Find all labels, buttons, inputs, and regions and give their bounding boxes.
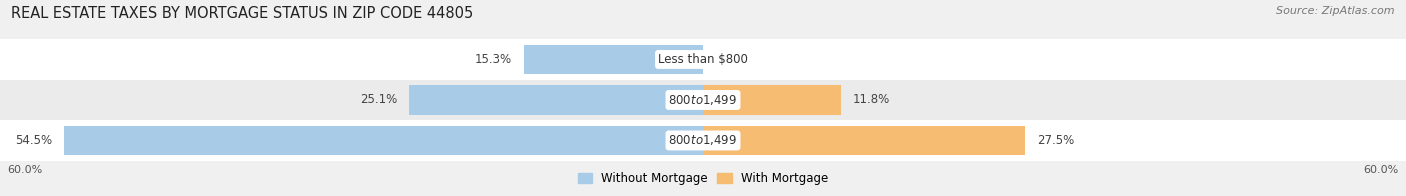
Text: 54.5%: 54.5% [15, 134, 53, 147]
Legend: Without Mortgage, With Mortgage: Without Mortgage, With Mortgage [578, 172, 828, 185]
Bar [703, 85, 841, 114]
Text: 60.0%: 60.0% [7, 164, 42, 175]
Text: 60.0%: 60.0% [1364, 164, 1399, 175]
Bar [0, 80, 1406, 120]
Text: 0.0%: 0.0% [714, 53, 744, 66]
Text: $800 to $1,499: $800 to $1,499 [668, 93, 738, 107]
Bar [409, 85, 703, 114]
Text: 27.5%: 27.5% [1038, 134, 1074, 147]
Bar [0, 120, 1406, 161]
Text: REAL ESTATE TAXES BY MORTGAGE STATUS IN ZIP CODE 44805: REAL ESTATE TAXES BY MORTGAGE STATUS IN … [11, 6, 474, 21]
Text: Source: ZipAtlas.com: Source: ZipAtlas.com [1277, 6, 1395, 16]
Text: 25.1%: 25.1% [360, 93, 398, 106]
Text: 11.8%: 11.8% [853, 93, 890, 106]
Bar [65, 126, 703, 155]
Text: 15.3%: 15.3% [475, 53, 512, 66]
Text: Less than $800: Less than $800 [658, 53, 748, 66]
Text: $800 to $1,499: $800 to $1,499 [668, 133, 738, 147]
Bar [703, 126, 1025, 155]
Bar [524, 45, 703, 74]
Bar [0, 39, 1406, 80]
